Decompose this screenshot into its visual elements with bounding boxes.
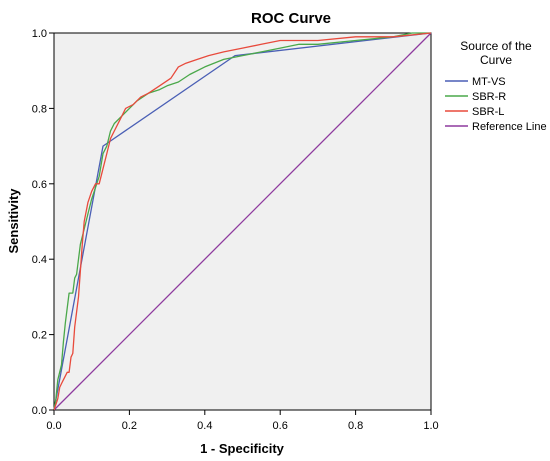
y-axis: 0.0 0.2 0.4 0.6 0.8 1.0 [32, 28, 54, 417]
y-tick-label: 0.8 [32, 103, 47, 115]
y-axis-title: Sensitivity [6, 188, 21, 254]
legend-label: SBR-R [472, 91, 506, 103]
y-tick-label: 1.0 [32, 28, 47, 40]
x-tick-label: 0.6 [273, 420, 288, 432]
y-tick-label: 0.4 [32, 254, 47, 266]
x-tick-label: 0.2 [122, 420, 137, 432]
y-tick-label: 0.6 [32, 179, 47, 191]
x-tick-label: 1.0 [423, 420, 438, 432]
series-line-sbr-l [53, 32, 432, 411]
x-tick-label: 0.8 [348, 420, 363, 432]
x-tick-label: 0.0 [46, 420, 61, 432]
series-line-reference-line [53, 32, 432, 411]
series-layer [53, 32, 432, 411]
x-axis-title: 1 - Specificity [200, 441, 285, 456]
y-tick-label: 0.0 [32, 405, 47, 417]
legend-label: SBR-L [472, 106, 504, 118]
legend-label: Reference Line [472, 121, 547, 133]
x-tick-label: 0.4 [197, 420, 212, 432]
chart-title: ROC Curve [251, 10, 331, 27]
legend-title: Source of the Curve [460, 39, 532, 67]
legend-items: MT-VS SBR-R SBR-L Reference Line [445, 76, 547, 133]
y-tick-label: 0.2 [32, 330, 47, 342]
series-line-mt-vs [53, 32, 432, 411]
legend: Source of the Curve MT-VS SBR-R SBR-L Refere… [445, 39, 547, 133]
x-axis: 0.0 0.2 0.4 0.6 0.8 1.0 [46, 410, 439, 432]
legend-label: MT-VS [472, 76, 506, 88]
series-line-sbr-r [53, 32, 431, 411]
